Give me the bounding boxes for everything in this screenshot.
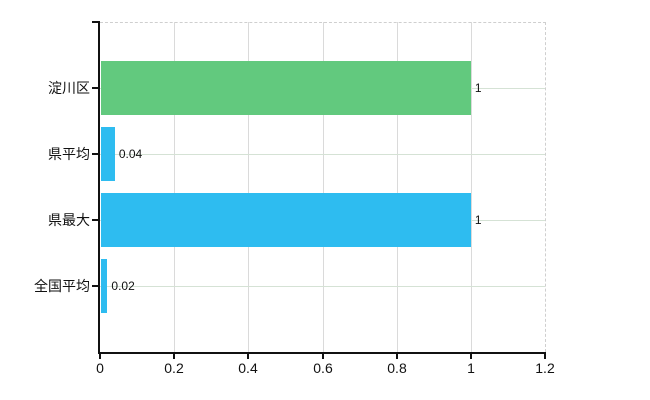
y-axis-tick	[92, 285, 100, 287]
bar	[101, 127, 115, 181]
x-gridline	[396, 22, 398, 352]
x-axis-tick-label: 1.2	[535, 360, 555, 376]
y-axis-category-label: 県平均	[48, 146, 90, 162]
x-gridline	[470, 22, 472, 352]
bar-value-label: 1	[474, 81, 482, 95]
x-axis-tick	[99, 354, 101, 359]
bar	[101, 259, 107, 313]
bar-value-label: 0.04	[118, 147, 143, 161]
x-axis-tick-label: 0.8	[387, 360, 407, 376]
bar	[101, 193, 471, 247]
x-axis-tick	[470, 354, 472, 359]
y-axis-tick	[92, 87, 100, 89]
bar-value-label: 0.02	[111, 279, 135, 293]
x-axis-tick-label: 0	[96, 360, 104, 376]
x-axis-tick	[173, 354, 175, 359]
y-axis-tick	[92, 21, 100, 23]
x-axis-tick-label: 1	[467, 360, 475, 376]
bar	[101, 61, 471, 115]
plot-border-right	[545, 22, 546, 352]
y-gridline	[100, 286, 545, 287]
y-axis	[98, 22, 100, 354]
x-axis-tick-label: 0.2	[164, 360, 184, 376]
y-axis-category-label: 淀川区	[48, 80, 90, 96]
x-axis-tick-label: 0.4	[238, 360, 258, 376]
x-axis	[98, 352, 546, 354]
y-gridline	[100, 154, 545, 155]
bar-value-label: 1	[474, 213, 482, 227]
x-gridline	[174, 22, 176, 352]
x-axis-tick-label: 0.6	[313, 360, 333, 376]
y-axis-tick	[92, 219, 100, 221]
x-axis-tick	[247, 354, 249, 359]
x-axis-tick	[322, 354, 324, 359]
x-gridline	[322, 22, 324, 352]
x-axis-tick	[544, 354, 546, 359]
y-axis-category-label: 全国平均	[34, 278, 90, 294]
y-axis-category-label: 県最大	[48, 212, 90, 228]
x-gridline	[248, 22, 250, 352]
x-axis-tick	[396, 354, 398, 359]
y-axis-tick	[92, 153, 100, 155]
